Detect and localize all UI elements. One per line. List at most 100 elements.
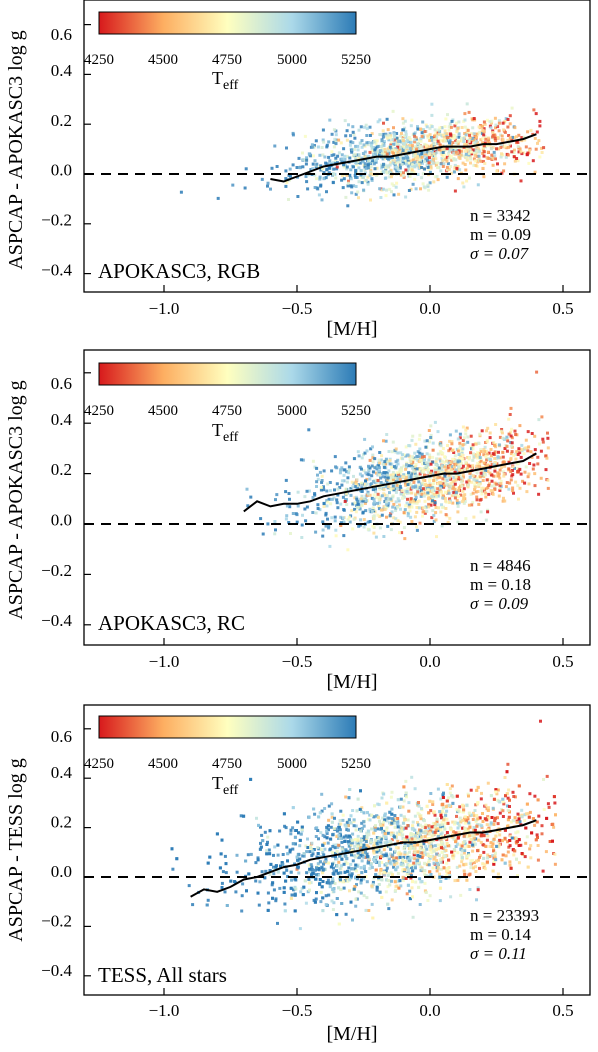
panel-1-data-point	[301, 158, 305, 162]
panel-1-data-point	[363, 155, 367, 159]
panel-3-data-point	[455, 814, 458, 818]
panel-2-data-point	[399, 492, 403, 496]
panel-2-data-point	[475, 464, 479, 468]
panel-1-data-point	[363, 125, 366, 129]
panel-2-data-point	[392, 488, 396, 492]
panel-2-data-point	[417, 437, 421, 441]
panel-3-data-point	[413, 857, 417, 861]
panel-2-data-point	[444, 499, 448, 503]
panel-2-data-point	[401, 496, 404, 500]
panel-3-data-point	[410, 874, 413, 878]
panel-2-data-point	[400, 469, 404, 473]
panel-2-stat-sigma: σ = 0.09	[470, 594, 529, 613]
panel-3-data-point	[402, 799, 406, 803]
panel-1-data-point	[426, 134, 430, 138]
panel-2-data-point	[429, 503, 433, 507]
panel-2-data-point	[430, 516, 434, 520]
panel-2-data-point	[507, 460, 511, 464]
panel-3-data-point	[473, 809, 477, 812]
panel-1-data-point	[343, 119, 347, 123]
panel-1-data-point	[377, 144, 380, 148]
panel-2-data-point	[509, 406, 513, 410]
panel-3-data-point	[492, 849, 496, 853]
panel-2-data-point	[346, 548, 350, 552]
panel-2-data-point	[315, 485, 318, 488]
panel-1-stat-n: n = 3342	[470, 206, 531, 225]
panel-2-data-point	[476, 453, 480, 457]
panel-2-data-point	[362, 469, 366, 473]
panel-3-data-point	[389, 847, 393, 851]
panel-2-data-point	[431, 460, 435, 464]
panel-2-data-point	[458, 432, 462, 436]
panel-1-data-point	[432, 138, 436, 142]
panel-3-data-point	[541, 869, 545, 873]
panel-1-data-point	[467, 110, 471, 114]
panel-1-data-point	[403, 119, 407, 123]
panel-3-data-point	[299, 890, 303, 894]
panel-3-data-point	[316, 873, 320, 877]
panel-1-data-point	[501, 138, 505, 142]
panel-3-data-point	[223, 854, 227, 858]
panel-3-data-point	[419, 817, 423, 821]
panel-1-data-point	[392, 156, 396, 160]
panel-2-stat-m: m = 0.18	[470, 575, 531, 594]
panel-1-data-point	[461, 181, 465, 185]
panel-1-data-point	[508, 114, 512, 118]
panel-3-data-point	[478, 855, 481, 859]
panel-1-data-point	[491, 129, 495, 133]
panel-2-data-point	[444, 468, 448, 472]
panel-2-data-point	[443, 465, 447, 469]
panel-2-data-point	[424, 465, 428, 469]
panel-2-data-point	[439, 486, 442, 490]
panel-3-data-point	[365, 880, 369, 884]
panel-1-data-point	[343, 157, 347, 161]
panel-1-data-point	[430, 136, 433, 139]
panel-2-data-point	[274, 498, 277, 502]
panel-1-data-point	[318, 175, 322, 179]
panel-2-data-point	[525, 490, 529, 494]
panel-2-data-point	[389, 528, 393, 532]
panel-3-data-point	[345, 828, 349, 832]
panel-1-data-point	[433, 134, 437, 138]
panel-2-y-axis-label: ASPCAP - APOKASC3 log g	[5, 380, 27, 619]
panel-3-data-point	[449, 895, 453, 899]
panel-3-data-point	[254, 861, 258, 865]
panel-2-data-point	[431, 448, 435, 452]
panel-1-data-point	[399, 173, 403, 177]
panel-2-data-point	[460, 457, 464, 461]
panel-1-data-point	[474, 164, 478, 167]
panel-1-data-point	[369, 165, 373, 169]
panel-3-data-point	[218, 866, 222, 870]
panel-3-data-point	[418, 865, 422, 869]
panel-3-data-point	[456, 878, 460, 882]
panel-2-data-point	[450, 484, 454, 488]
panel-3-data-point	[266, 840, 269, 844]
panel-2-data-point	[503, 447, 507, 450]
panel-2-data-point	[447, 461, 451, 465]
panel-2-data-point	[445, 479, 449, 482]
panel-3-data-point	[403, 844, 407, 848]
panel-2-data-point	[509, 478, 513, 482]
panel-2-data-point	[388, 514, 392, 518]
panel-1-data-point	[466, 148, 470, 152]
panel-2-data-point	[407, 444, 411, 447]
panel-2-data-point	[404, 445, 408, 449]
panel-1-data-point	[520, 139, 524, 143]
panel-2-data-point	[486, 510, 490, 514]
panel-1-data-point	[456, 139, 460, 143]
panel-1-data-point	[317, 193, 321, 197]
panel-1-data-point	[401, 156, 405, 160]
panel-2-data-point	[436, 487, 440, 491]
panel-2-data-point	[400, 531, 404, 535]
panel-2-data-point	[348, 520, 352, 524]
panel-3-data-point	[385, 819, 389, 823]
panel-1-data-point	[441, 147, 445, 151]
panel-2-data-point	[378, 473, 381, 477]
panel-2-data-point	[402, 511, 406, 515]
panel-3-data-point	[401, 821, 405, 825]
panel-1-data-point	[459, 153, 463, 157]
panel-1-data-point	[332, 167, 336, 171]
panel-1-data-point	[391, 148, 395, 152]
panel-3-data-point	[314, 835, 318, 838]
panel-2-data-point	[489, 454, 493, 458]
